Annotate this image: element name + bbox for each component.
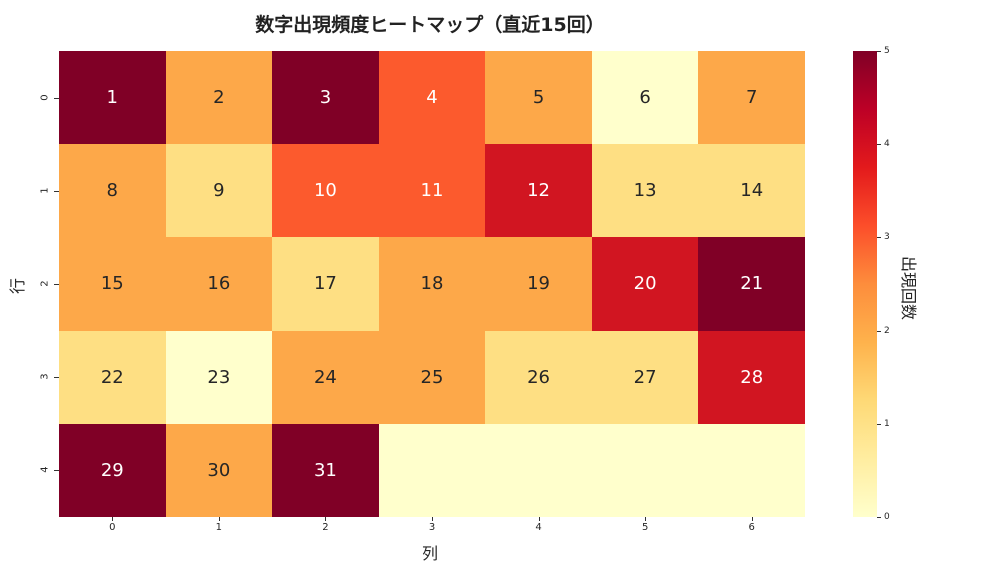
heatmap-cell xyxy=(592,424,699,517)
heatmap-cell xyxy=(485,424,592,517)
colorbar-tick-mark xyxy=(877,331,881,332)
heatmap-cell: 6 xyxy=(592,51,699,144)
heatmap-cell: 4 xyxy=(379,51,486,144)
colorbar-tick-mark xyxy=(877,424,881,425)
y-axis-label: 行 xyxy=(4,278,28,294)
y-tick-label: 3 xyxy=(40,370,51,384)
x-tick-mark xyxy=(539,517,540,521)
colorbar-tick-label: 5 xyxy=(884,46,890,56)
heatmap-cell: 8 xyxy=(59,144,166,237)
x-tick-mark xyxy=(752,517,753,521)
heatmap-cell xyxy=(698,424,805,517)
heatmap-cell: 15 xyxy=(59,237,166,330)
heatmap-cell: 26 xyxy=(485,331,592,424)
heatmap-cell: 12 xyxy=(485,144,592,237)
colorbar-tick-mark xyxy=(877,517,881,518)
heatmap-cell: 23 xyxy=(166,331,273,424)
heatmap-cell: 10 xyxy=(272,144,379,237)
heatmap-cell: 30 xyxy=(166,424,273,517)
colorbar-tick-label: 0 xyxy=(884,512,890,522)
y-tick-mark xyxy=(54,98,59,99)
colorbar-tick-label: 4 xyxy=(884,139,890,149)
heatmap-cell: 2 xyxy=(166,51,273,144)
heatmap-grid: 1234567891011121314151617181920212223242… xyxy=(59,51,805,517)
x-tick-mark xyxy=(432,517,433,521)
heatmap-cell: 14 xyxy=(698,144,805,237)
heatmap-cell: 31 xyxy=(272,424,379,517)
x-tick-label: 0 xyxy=(102,522,122,533)
colorbar-tick-mark xyxy=(877,144,881,145)
y-tick-mark xyxy=(54,470,59,471)
y-tick-label: 2 xyxy=(40,277,51,291)
x-tick-mark xyxy=(112,517,113,521)
heatmap-cell: 20 xyxy=(592,237,699,330)
colorbar-label: 出現回数 xyxy=(898,256,922,320)
x-tick-mark xyxy=(645,517,646,521)
heatmap-cell: 13 xyxy=(592,144,699,237)
x-tick-label: 5 xyxy=(635,522,655,533)
heatmap-cell: 19 xyxy=(485,237,592,330)
colorbar-tick-mark xyxy=(877,51,881,52)
heatmap-cell: 16 xyxy=(166,237,273,330)
heatmap-cell: 29 xyxy=(59,424,166,517)
heatmap-cell xyxy=(379,424,486,517)
heatmap-cell: 18 xyxy=(379,237,486,330)
heatmap-cell: 28 xyxy=(698,331,805,424)
x-axis-label: 列 xyxy=(422,540,438,564)
heatmap-cell: 7 xyxy=(698,51,805,144)
y-tick-label: 0 xyxy=(40,90,51,104)
chart-title: 数字出現頻度ヒートマップ（直近15回） xyxy=(0,10,860,37)
y-tick-label: 4 xyxy=(40,463,51,477)
colorbar xyxy=(853,51,877,517)
colorbar-tick-label: 1 xyxy=(884,419,890,429)
y-tick-mark xyxy=(54,191,59,192)
heatmap-cell: 27 xyxy=(592,331,699,424)
heatmap-cell: 17 xyxy=(272,237,379,330)
heatmap-cell: 1 xyxy=(59,51,166,144)
y-tick-mark xyxy=(54,284,59,285)
heatmap-cell: 21 xyxy=(698,237,805,330)
heatmap-cell: 5 xyxy=(485,51,592,144)
y-tick-mark xyxy=(54,377,59,378)
heatmap-cell: 11 xyxy=(379,144,486,237)
heatmap-cell: 24 xyxy=(272,331,379,424)
x-tick-mark xyxy=(219,517,220,521)
heatmap-cell: 25 xyxy=(379,331,486,424)
colorbar-tick-label: 2 xyxy=(884,326,890,336)
x-tick-label: 2 xyxy=(315,522,335,533)
colorbar-tick-mark xyxy=(877,237,881,238)
heatmap-cell: 22 xyxy=(59,331,166,424)
x-tick-label: 4 xyxy=(529,522,549,533)
colorbar-tick-label: 3 xyxy=(884,232,890,242)
heatmap-cell: 3 xyxy=(272,51,379,144)
x-tick-mark xyxy=(325,517,326,521)
x-tick-label: 6 xyxy=(742,522,762,533)
x-tick-label: 3 xyxy=(422,522,442,533)
heatmap-cell: 9 xyxy=(166,144,273,237)
y-tick-label: 1 xyxy=(40,183,51,197)
x-tick-label: 1 xyxy=(209,522,229,533)
